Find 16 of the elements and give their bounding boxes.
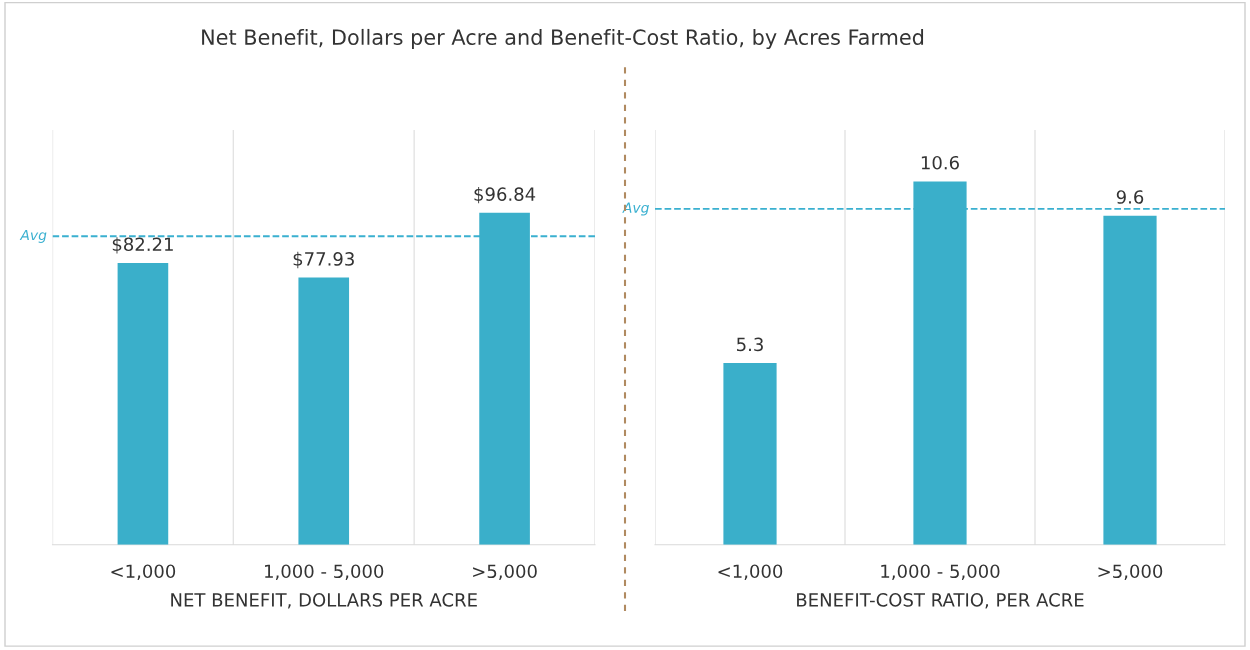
x-tick-label: <1,000 xyxy=(111,564,176,580)
data-label: 9.6 xyxy=(1116,190,1144,204)
x-tick-label: >5,000 xyxy=(1098,564,1163,580)
x-axis-title: BENEFIT-COST RATIO, PER ACRE xyxy=(797,593,1084,609)
data-label: 5.3 xyxy=(737,337,763,352)
data-label: $96.84 xyxy=(474,187,536,204)
chart-title: Net Benefit, Dollars per Acre and Benefit-Cost Ratio, by Acres Farmed xyxy=(202,28,924,50)
x-axis-title: NET BENEFIT, DOLLARS PER ACRE xyxy=(171,593,477,609)
data-label: 10.6 xyxy=(921,155,959,170)
x-tick-label: 1,000 - 5,000 xyxy=(265,564,384,580)
data-label: $82.21 xyxy=(112,237,173,254)
x-tick-label: <1,000 xyxy=(718,564,783,580)
data-label: $77.93 xyxy=(293,251,354,269)
ref-line-label: Avg xyxy=(19,229,47,243)
x-tick-label: 1,000 - 5,000 xyxy=(881,564,1000,580)
x-tick-label: >5,000 xyxy=(473,564,537,580)
